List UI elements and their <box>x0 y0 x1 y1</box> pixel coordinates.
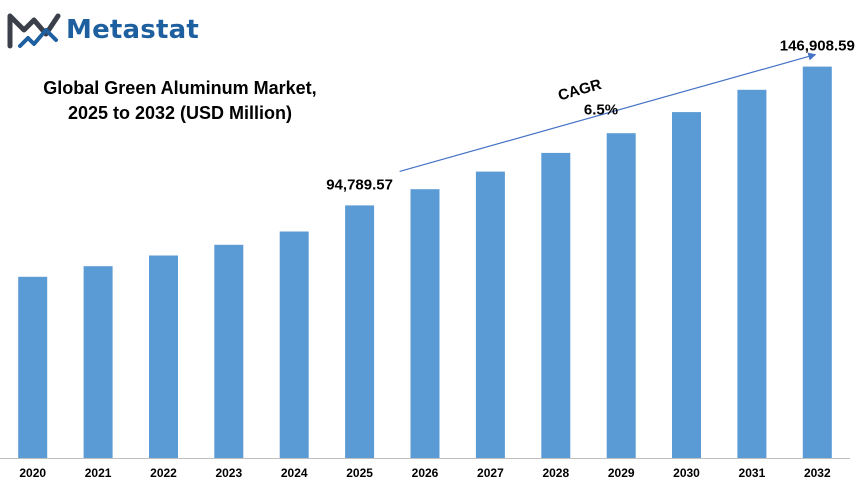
x-tick-label-2032: 2032 <box>804 466 831 480</box>
x-tick-label-2025: 2025 <box>346 466 373 480</box>
bar-2030 <box>672 112 701 458</box>
bar-2025 <box>345 205 375 458</box>
x-tick-label-2021: 2021 <box>85 466 112 480</box>
data-label-2025: 94,789.57 <box>326 176 393 193</box>
bar-2029 <box>606 133 636 458</box>
x-tick-label-2028: 2028 <box>542 466 569 480</box>
bar-2020 <box>18 276 48 458</box>
bar-2021 <box>83 266 113 458</box>
brand-logo: Metastat <box>6 10 199 50</box>
x-tick-label-2024: 2024 <box>281 466 308 480</box>
cagr-label: CAGR <box>556 76 603 104</box>
x-tick-label-2027: 2027 <box>477 466 504 480</box>
chart-title: Global Green Aluminum Market, 2025 to 20… <box>20 76 340 126</box>
bar-2024 <box>279 231 309 458</box>
chart-title-line-2: 2025 to 2032 (USD Million) <box>67 103 293 123</box>
bar-2028 <box>541 152 571 458</box>
cagr-annotation: CAGR 6.5% <box>556 76 618 119</box>
x-tick-label-2020: 2020 <box>19 466 46 480</box>
x-tick-label-2029: 2029 <box>608 466 635 480</box>
metastat-m-logo-icon <box>7 13 61 49</box>
x-tick-label-2022: 2022 <box>150 466 177 480</box>
data-label-2032: 146,908.59 <box>780 38 855 55</box>
cagr-arrow <box>399 52 817 172</box>
chart-title-line-1: Global Green Aluminum Market, <box>43 78 317 98</box>
brand-name: Metastat <box>66 15 199 45</box>
x-tick-label-2023: 2023 <box>215 466 242 480</box>
bar-2031 <box>737 89 767 459</box>
bar-2022 <box>149 255 178 458</box>
bar-2026 <box>410 189 440 458</box>
x-tick-label-2026: 2026 <box>412 466 439 480</box>
bar-2023 <box>214 244 244 458</box>
x-tick-label-2031: 2031 <box>739 466 766 480</box>
x-tick-label-2030: 2030 <box>673 466 700 480</box>
bar-2032 <box>802 66 832 458</box>
bar-2027 <box>475 171 505 458</box>
cagr-value: 6.5% <box>584 102 618 119</box>
